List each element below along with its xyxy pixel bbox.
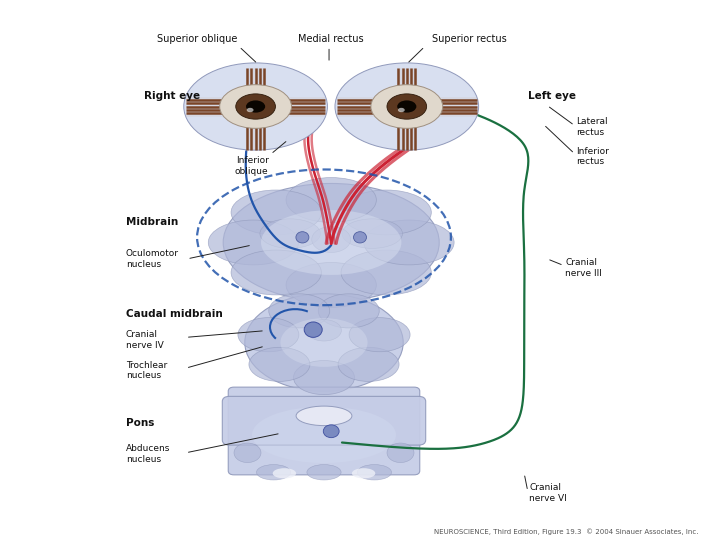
Ellipse shape: [208, 220, 299, 265]
Text: Inferior
oblique: Inferior oblique: [235, 156, 269, 176]
Ellipse shape: [318, 294, 379, 328]
Ellipse shape: [296, 406, 352, 426]
Ellipse shape: [294, 361, 354, 395]
Text: Inferior
rectus: Inferior rectus: [576, 146, 609, 166]
Ellipse shape: [352, 468, 375, 478]
Ellipse shape: [261, 210, 402, 275]
Text: Midbrain: Midbrain: [126, 217, 179, 227]
Ellipse shape: [269, 294, 330, 328]
Text: Caudal midbrain: Caudal midbrain: [126, 309, 222, 319]
Text: Cranial
nerve III: Cranial nerve III: [565, 259, 602, 278]
Text: Superior oblique: Superior oblique: [157, 35, 238, 44]
FancyBboxPatch shape: [222, 396, 426, 445]
Ellipse shape: [397, 100, 416, 113]
Ellipse shape: [335, 63, 479, 150]
Ellipse shape: [238, 318, 299, 352]
Ellipse shape: [249, 347, 310, 381]
Ellipse shape: [281, 318, 368, 367]
Ellipse shape: [354, 232, 366, 243]
Ellipse shape: [312, 227, 351, 253]
Text: Pons: Pons: [126, 418, 154, 428]
Ellipse shape: [357, 464, 392, 480]
Ellipse shape: [273, 468, 296, 478]
Ellipse shape: [304, 322, 323, 338]
Ellipse shape: [231, 190, 321, 235]
Ellipse shape: [235, 94, 276, 119]
Ellipse shape: [387, 94, 427, 119]
Text: 19.3  Organization of the cranial nerve nuclei that govern eye movements.: 19.3 Organization of the cranial nerve n…: [7, 6, 611, 21]
Text: Cranial
nerve IV: Cranial nerve IV: [126, 330, 163, 349]
Ellipse shape: [223, 184, 439, 301]
Text: Lateral
rectus: Lateral rectus: [576, 117, 608, 137]
Ellipse shape: [398, 108, 405, 112]
Ellipse shape: [234, 443, 261, 463]
Ellipse shape: [220, 85, 292, 129]
Ellipse shape: [256, 464, 291, 480]
Ellipse shape: [349, 318, 410, 352]
Ellipse shape: [286, 178, 377, 222]
Text: Superior rectus: Superior rectus: [432, 35, 507, 44]
Ellipse shape: [246, 100, 265, 113]
Ellipse shape: [364, 220, 454, 265]
Text: Medial rectus: Medial rectus: [298, 35, 364, 44]
Ellipse shape: [184, 63, 328, 150]
Ellipse shape: [341, 250, 431, 295]
Ellipse shape: [296, 232, 309, 243]
Ellipse shape: [247, 108, 253, 112]
Text: Right eye: Right eye: [144, 91, 200, 102]
Text: Cranial
nerve VI: Cranial nerve VI: [529, 483, 567, 503]
FancyBboxPatch shape: [228, 387, 420, 475]
Ellipse shape: [307, 464, 341, 480]
Ellipse shape: [323, 425, 339, 437]
Ellipse shape: [387, 443, 414, 463]
Ellipse shape: [341, 190, 431, 235]
Ellipse shape: [342, 219, 402, 248]
Ellipse shape: [252, 407, 396, 463]
Ellipse shape: [286, 262, 377, 307]
Ellipse shape: [231, 250, 321, 295]
Text: NEUROSCIENCE, Third Edition, Figure 19.3  © 2004 Sinauer Associates, Inc.: NEUROSCIENCE, Third Edition, Figure 19.3…: [434, 528, 698, 535]
Ellipse shape: [245, 294, 403, 391]
Text: Abducens
nucleus: Abducens nucleus: [126, 444, 171, 463]
Ellipse shape: [371, 85, 443, 129]
Text: Trochlear
nucleus: Trochlear nucleus: [126, 361, 167, 380]
Text: Left eye: Left eye: [528, 91, 576, 102]
Ellipse shape: [260, 219, 320, 248]
Ellipse shape: [338, 347, 399, 381]
Ellipse shape: [307, 320, 341, 341]
Text: Oculomotor
nucleus: Oculomotor nucleus: [126, 249, 179, 268]
